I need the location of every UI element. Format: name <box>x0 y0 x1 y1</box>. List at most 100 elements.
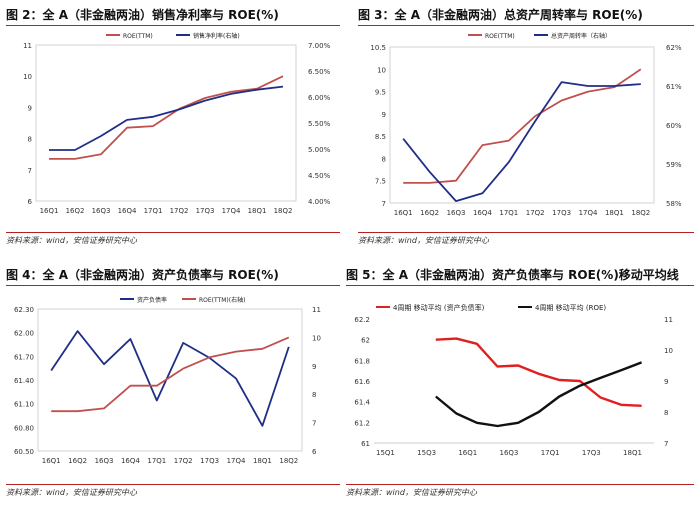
x-tick-label: 17Q3 <box>552 209 571 217</box>
x-tick-label: 17Q2 <box>526 209 545 217</box>
source-note: 资料来源：wind，安信证券研究中心 <box>346 488 477 497</box>
y-tick-label-right: 5.50% <box>308 120 331 128</box>
legend-label-2: 销售净利率(右轴) <box>193 32 240 40</box>
y-tick-label-right: 4.50% <box>308 172 331 180</box>
y-tick-label-right: 8 <box>664 409 668 417</box>
x-tick-label: 17Q1 <box>147 457 166 465</box>
x-tick-label: 17Q3 <box>200 457 219 465</box>
y-tick-label-left: 61.2 <box>354 419 370 427</box>
x-tick-label: 17Q1 <box>499 209 518 217</box>
title-divider <box>346 285 694 286</box>
y-tick-label-right: 4.00% <box>308 198 331 206</box>
title-divider <box>6 285 340 286</box>
legend-label-1: 资产负债率 <box>137 296 167 304</box>
source-divider <box>6 232 340 233</box>
y-tick-label-left: 62.30 <box>14 306 34 314</box>
x-tick-label: 16Q4 <box>473 209 492 217</box>
plot-frame <box>389 46 655 204</box>
y-tick-label-left: 61.6 <box>354 378 370 386</box>
y-tick-label-left: 62.00 <box>14 330 34 338</box>
chart-roe-asset-turnover: 7 7.5 8 8.5 9 9.5 10 10.5 58% 59% 60% 61% 62% 16Q1 16Q… <box>370 32 682 217</box>
y-tick-label-left: 62 <box>361 337 370 345</box>
y-tick-label-right: 6.50% <box>308 68 331 76</box>
x-tick-label: 17Q3 <box>582 449 601 457</box>
x-tick-label: 17Q3 <box>196 207 215 215</box>
y-tick-label-left: 7.5 <box>375 178 386 186</box>
x-tick-label: 18Q1 <box>248 207 267 215</box>
legend-label-2: ROE(TTM)(右轴) <box>199 296 245 304</box>
source-note: 资料来源：wind，安信证券研究中心 <box>6 236 137 245</box>
x-tick-label: 16Q3 <box>500 449 519 457</box>
y-tick-label-left: 10 <box>23 73 32 81</box>
y-tick-label-right: 60% <box>666 122 682 130</box>
series-line-1 <box>435 337 642 407</box>
x-tick-label: 17Q2 <box>174 457 193 465</box>
series-line-2 <box>51 336 290 413</box>
y-tick-label-left: 61.40 <box>14 377 34 385</box>
x-tick-label: 16Q3 <box>92 207 111 215</box>
chart-roe-net-margin: 6 7 8 9 10 11 4.00% 4.50% 5.00% 5.50% 6.00% 6.50% 7.… <box>23 32 331 215</box>
y-tick-label-right: 62% <box>666 44 682 52</box>
y-tick-label-left: 60.80 <box>14 424 34 432</box>
x-tick-label: 18Q2 <box>279 457 298 465</box>
y-tick-label-left: 9.5 <box>375 89 386 97</box>
series-line-1 <box>403 68 642 184</box>
legend-label-1: ROE(TTM) <box>123 33 153 40</box>
title-divider <box>358 25 694 26</box>
y-tick-label-left: 62.2 <box>354 316 370 324</box>
legend-label-2: 4周期 移动平均 (ROE) <box>535 303 606 312</box>
series-line-1 <box>49 75 284 160</box>
y-tick-label-left: 9 <box>382 111 386 119</box>
y-tick-label-right: 9 <box>664 378 668 386</box>
y-tick-label-right: 10 <box>664 347 673 355</box>
x-tick-label: 16Q1 <box>394 209 413 217</box>
y-tick-label-left: 61.70 <box>14 353 34 361</box>
y-tick-label-right: 11 <box>312 306 321 314</box>
source-divider <box>346 484 694 485</box>
y-tick-label-left: 61.8 <box>354 357 370 365</box>
y-tick-label-left: 10 <box>377 66 386 74</box>
y-tick-label-right: 6.00% <box>308 94 331 102</box>
plot-frame <box>37 308 303 452</box>
x-tick-label: 16Q3 <box>95 457 114 465</box>
x-tick-label: 18Q1 <box>605 209 624 217</box>
chart-panel-roe-net-margin: 图 2：全 A（非金融两油）销售净利率与 ROE(%) 6 7 8 9 10 11 4.00… <box>6 6 340 248</box>
title-divider <box>6 25 340 26</box>
x-tick-label: 18Q2 <box>631 209 650 217</box>
x-tick-label: 16Q1 <box>458 449 477 457</box>
source-note: 资料来源：wind，安信证券研究中心 <box>6 488 137 497</box>
x-tick-label: 17Q1 <box>541 449 560 457</box>
chart-title: 图 2：全 A（非金融两油）销售净利率与 ROE(%) <box>6 8 279 22</box>
series-line-2 <box>435 361 643 428</box>
x-tick-label: 18Q1 <box>253 457 272 465</box>
x-tick-label: 16Q2 <box>420 209 439 217</box>
y-tick-label-left: 8 <box>382 155 386 163</box>
y-tick-label-right: 58% <box>666 200 682 208</box>
x-tick-label: 18Q2 <box>274 207 293 215</box>
series-line-2 <box>49 85 284 151</box>
legend-label-1: 4周期 移动平均 (资产负债率) <box>393 303 485 312</box>
y-tick-label-right: 59% <box>666 161 682 169</box>
chart-title: 图 3：全 A（非金融两油）总资产周转率与 ROE(%) <box>358 8 643 22</box>
y-tick-label-left: 8.5 <box>375 133 386 141</box>
y-tick-label-right: 11 <box>664 316 673 324</box>
legend-label-1: ROE(TTM) <box>485 33 515 40</box>
x-tick-label: 16Q2 <box>68 457 87 465</box>
plot-frame <box>35 44 297 202</box>
y-tick-label-right: 7 <box>664 440 668 448</box>
legend-label-2: 总资产周转率（右轴） <box>551 32 611 40</box>
chart-panel-roe-debt-ratio: 图 4：全 A（非金融两油）资产负债率与 ROE(%) 60.50 60.80 61… <box>6 266 340 502</box>
x-tick-label: 15Q3 <box>417 449 436 457</box>
y-tick-label-right: 5.00% <box>308 146 331 154</box>
y-tick-label-left: 10.5 <box>370 44 386 52</box>
x-tick-label: 17Q1 <box>144 207 163 215</box>
y-tick-label-left: 11 <box>23 42 32 50</box>
y-tick-label-right: 8 <box>312 391 316 399</box>
x-tick-label: 18Q1 <box>623 449 642 457</box>
x-tick-label: 16Q1 <box>42 457 61 465</box>
x-tick-label: 16Q2 <box>66 207 85 215</box>
y-tick-label-right: 6 <box>312 448 317 456</box>
x-tick-label: 16Q4 <box>118 207 137 215</box>
y-tick-label-right: 7.00% <box>308 42 331 50</box>
chart-roe-debt-ratio: 60.50 60.80 61.10 61.40 61.70 62.00 62.30 6 7 8 9 1… <box>14 296 321 465</box>
